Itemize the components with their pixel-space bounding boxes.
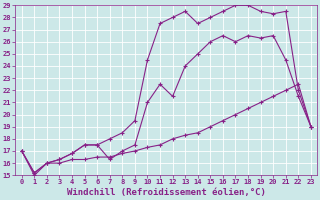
X-axis label: Windchill (Refroidissement éolien,°C): Windchill (Refroidissement éolien,°C) xyxy=(67,188,266,197)
